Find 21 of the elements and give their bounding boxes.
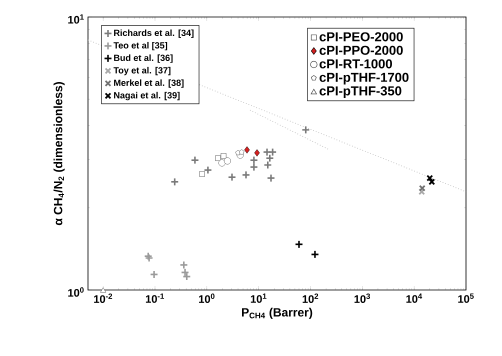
x-tick-label: 10$^{-1}$ <box>146 294 164 303</box>
x-tick-label: 10$^{3}$ <box>354 294 370 303</box>
x-tick-label: 10$^{1}$ <box>250 294 266 303</box>
legend-label: Bud et al. [36] <box>114 54 173 63</box>
y-axis-title: α CH$_{4}$/N$_{2}$ (dimensionless) <box>54 82 65 226</box>
x-tick-label: 10$^{2}$ <box>302 294 318 303</box>
legend-label: cPI-pTHF-350 <box>320 86 402 98</box>
legend-label: cPI-RT-1000 <box>320 59 392 68</box>
x-tick-label: 10$^{4}$ <box>406 294 422 303</box>
x-tick-label: 10$^{0}$ <box>199 294 214 303</box>
x-tick-label: 10$^{5}$ <box>458 294 474 303</box>
x-tick-label: 10$^{-2}$ <box>94 294 112 303</box>
legend-label: Teo et al [35] <box>114 42 168 50</box>
legend-label: Richards et al. [34] <box>114 29 194 38</box>
legend-label: Nagai et al. [39] <box>114 92 180 100</box>
legend-label: cPI-PEO-2000 <box>320 32 403 42</box>
legend-label: Merkel et al. [38] <box>114 79 184 88</box>
legend-label: cPI-pTHF-1700 <box>320 72 409 84</box>
legend-label: cPI-PPO-2000 <box>320 46 403 55</box>
x-axis-title: P$_{CH4}$ (Barrer) <box>242 308 312 319</box>
legend-label: Toy et al. [37] <box>114 66 170 76</box>
